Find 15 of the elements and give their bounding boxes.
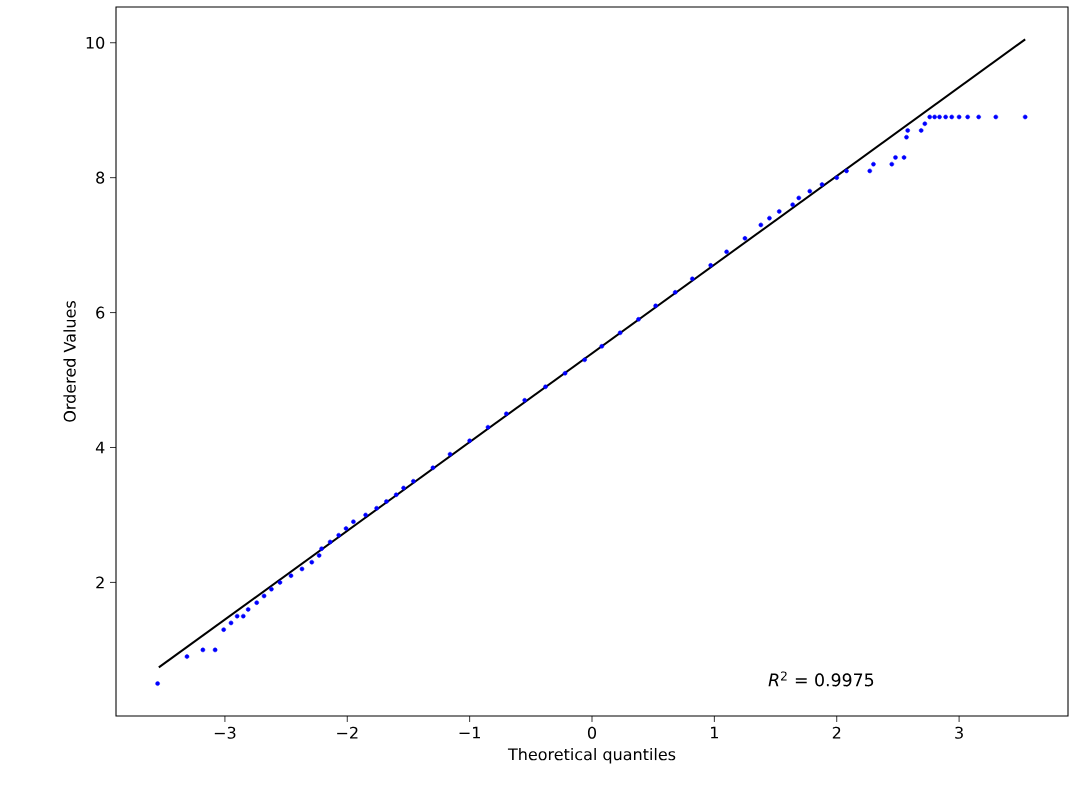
x-tick-label: −1	[459, 726, 480, 739]
x-tick-label: −3	[214, 726, 236, 739]
y-tick-label: 2	[96, 576, 104, 589]
x-tick-label: 2	[832, 726, 841, 739]
y-tick-label: 4	[95, 441, 105, 454]
annotation: R$^{2}$ = 0.9975	[768, 671, 874, 687]
x-tick-label: −2	[337, 726, 358, 739]
y-tick-label: 8	[96, 171, 105, 184]
y-axis-title: Ordered Values	[63, 301, 76, 422]
y-tick-label: 10	[86, 36, 105, 49]
y-tick-label: 6	[96, 306, 105, 319]
x-tick-label: 3	[955, 726, 963, 739]
x-axis-title: Theoretical quantiles	[507, 747, 676, 764]
x-tick-label: 1	[711, 726, 718, 739]
x-tick-label: 0	[587, 726, 597, 739]
